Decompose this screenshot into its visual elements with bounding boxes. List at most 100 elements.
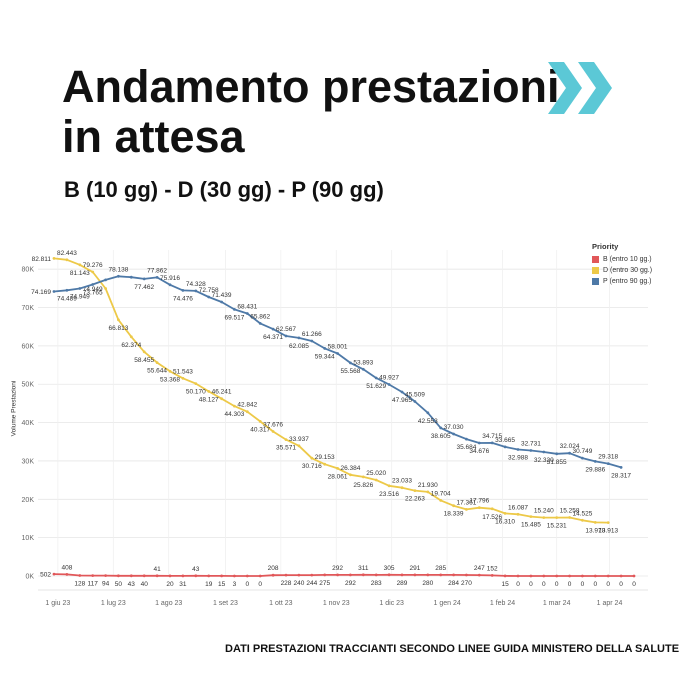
data-label: 3 bbox=[233, 581, 237, 588]
y-tick-label: 20K bbox=[22, 497, 35, 504]
data-point bbox=[78, 287, 82, 290]
data-label: 247 bbox=[474, 565, 485, 572]
data-point bbox=[233, 308, 236, 311]
data-label: 42.553 bbox=[418, 418, 438, 425]
data-point bbox=[310, 573, 314, 577]
data-point bbox=[529, 574, 533, 578]
data-label: 0 bbox=[593, 581, 597, 588]
data-label: 73.765 bbox=[83, 290, 103, 297]
data-label: 43 bbox=[192, 566, 200, 573]
data-point bbox=[323, 462, 327, 466]
data-label: 62.374 bbox=[121, 342, 141, 349]
data-label: 74.169 bbox=[31, 289, 51, 296]
chevron-right-icon bbox=[548, 62, 612, 114]
y-tick-label: 40K bbox=[22, 420, 35, 427]
data-point bbox=[477, 573, 481, 577]
data-label: 270 bbox=[461, 580, 472, 587]
data-label: 66.813 bbox=[108, 325, 128, 332]
data-point bbox=[258, 420, 262, 423]
x-tick-label: 1 ago 23 bbox=[155, 600, 182, 607]
data-label: 74.476 bbox=[173, 295, 193, 302]
data-point bbox=[65, 288, 69, 292]
data-label: 37.676 bbox=[263, 422, 283, 429]
data-label: 44.303 bbox=[224, 411, 244, 418]
data-point bbox=[233, 404, 236, 408]
data-point bbox=[529, 515, 533, 518]
data-point bbox=[181, 376, 185, 380]
data-point bbox=[258, 322, 262, 325]
data-label: 46.241 bbox=[212, 389, 232, 396]
data-label: 32.320 bbox=[534, 457, 554, 464]
data-point bbox=[542, 574, 546, 578]
data-point bbox=[465, 508, 468, 511]
data-label: 244 bbox=[306, 580, 317, 587]
x-tick-label: 1 gen 24 bbox=[433, 600, 460, 607]
data-label: 285 bbox=[435, 565, 446, 572]
x-tick-label: 1 feb 24 bbox=[490, 600, 515, 607]
y-tick-label: 50K bbox=[22, 382, 35, 389]
data-label: 68.431 bbox=[237, 304, 257, 311]
data-label: 35.571 bbox=[276, 445, 296, 452]
data-label: 0 bbox=[568, 581, 572, 588]
data-point bbox=[181, 574, 185, 578]
data-point bbox=[336, 573, 339, 577]
x-tick-label: 1 ott 23 bbox=[269, 600, 292, 607]
y-tick-label: 10K bbox=[22, 535, 35, 542]
data-label: 0 bbox=[529, 581, 533, 588]
data-point bbox=[336, 467, 339, 470]
data-label: 29.318 bbox=[598, 454, 618, 461]
data-point bbox=[593, 574, 597, 578]
data-label: 32.024 bbox=[560, 443, 580, 450]
data-point bbox=[581, 574, 584, 578]
data-point bbox=[529, 449, 533, 452]
data-label: 69.517 bbox=[224, 314, 244, 321]
data-label: 128 bbox=[74, 581, 85, 588]
data-point bbox=[142, 277, 146, 281]
data-label: 33.665 bbox=[495, 437, 515, 444]
data-label: 64.371 bbox=[263, 334, 283, 341]
data-label: 0 bbox=[619, 581, 623, 588]
data-point bbox=[207, 574, 211, 578]
data-point bbox=[465, 573, 468, 577]
data-point bbox=[117, 574, 120, 578]
data-point bbox=[297, 336, 301, 340]
series-line bbox=[53, 275, 622, 469]
data-label: 0 bbox=[632, 581, 636, 588]
legend-swatch bbox=[592, 256, 599, 263]
y-tick-label: 0K bbox=[25, 574, 34, 581]
data-label: 305 bbox=[384, 565, 395, 572]
y-tick-label: 60K bbox=[22, 343, 35, 350]
data-label: 289 bbox=[397, 580, 408, 587]
x-tick-label: 1 giu 23 bbox=[45, 600, 70, 607]
legend-swatch bbox=[592, 267, 599, 274]
data-point bbox=[129, 574, 133, 578]
legend-item-p: P (entro 90 gg.) bbox=[592, 276, 652, 287]
data-point bbox=[413, 400, 417, 403]
data-point bbox=[426, 411, 430, 415]
data-label: 35.684 bbox=[456, 444, 476, 451]
data-point bbox=[452, 573, 455, 577]
data-label: 0 bbox=[516, 581, 520, 588]
data-point bbox=[323, 347, 327, 350]
data-label: 19 bbox=[205, 581, 213, 588]
data-point bbox=[349, 361, 352, 365]
data-point bbox=[465, 437, 468, 441]
data-point bbox=[361, 573, 365, 577]
data-label: 55.568 bbox=[340, 368, 360, 375]
data-point bbox=[78, 263, 82, 267]
data-point bbox=[194, 574, 198, 578]
data-point bbox=[439, 573, 443, 577]
data-label: 20 bbox=[166, 581, 174, 588]
data-point bbox=[439, 499, 443, 502]
data-label: 23.033 bbox=[392, 478, 412, 485]
data-label: 50 bbox=[115, 581, 123, 588]
data-label: 77.862 bbox=[147, 267, 167, 274]
data-label: 48.127 bbox=[199, 396, 219, 403]
data-point bbox=[477, 506, 481, 510]
footer-note: DATI PRESTAZIONI TRACCIANTI SECONDO LINE… bbox=[225, 643, 680, 655]
data-point bbox=[503, 512, 507, 515]
data-point bbox=[52, 257, 56, 260]
data-point bbox=[413, 573, 417, 577]
page-title: Andamento prestazioni in attesa bbox=[62, 61, 560, 162]
data-point bbox=[606, 462, 610, 465]
